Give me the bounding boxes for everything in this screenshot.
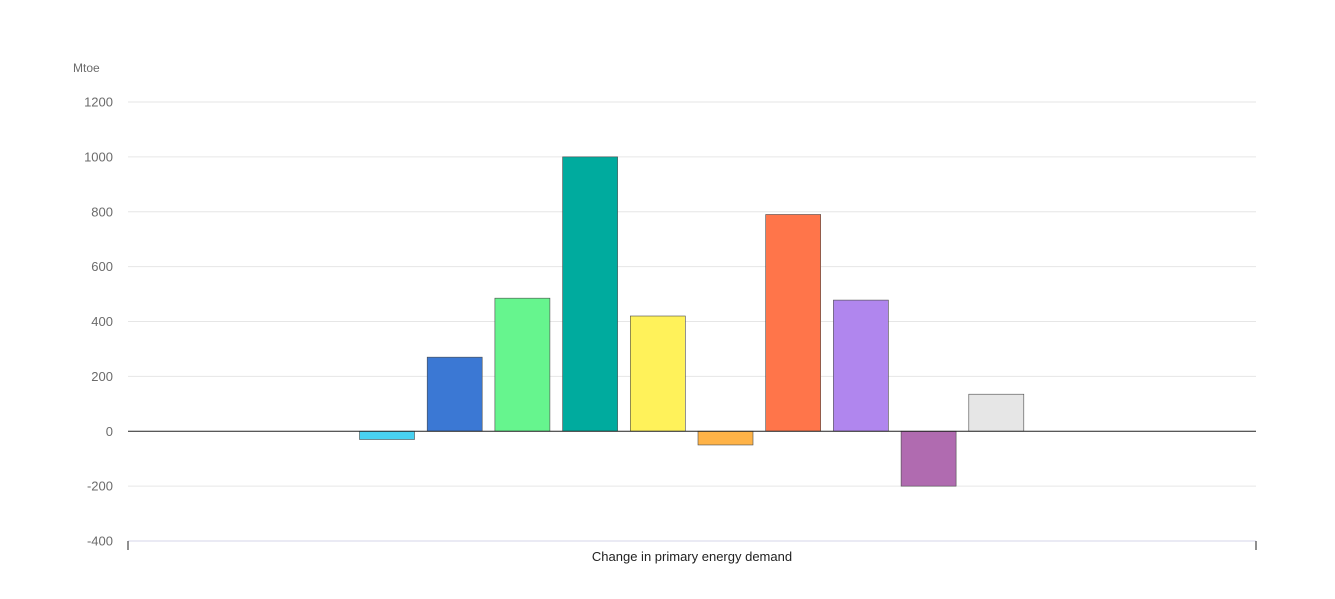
- bar: [697, 430, 754, 446]
- y-tick-label: 200: [91, 369, 113, 384]
- x-axis-label: Change in primary energy demand: [592, 549, 792, 564]
- y-tick-label: 400: [91, 314, 113, 329]
- bar: [562, 156, 618, 432]
- bar: [900, 430, 957, 487]
- bar: [968, 393, 1025, 432]
- bar: [765, 214, 822, 432]
- y-tick-label: 600: [91, 259, 113, 274]
- y-tick-label: -400: [87, 534, 113, 549]
- y-tick-label: 800: [91, 204, 113, 219]
- y-tick-label: 1200: [84, 95, 113, 110]
- y-tick-label: 0: [106, 424, 113, 439]
- bar: [833, 299, 889, 432]
- bar: [494, 297, 551, 432]
- bar: [359, 430, 415, 440]
- gridlines: [128, 101, 1256, 487]
- y-tick-label: -200: [87, 479, 113, 494]
- y-axis-unit-label: Mtoe: [73, 61, 100, 75]
- y-axis-ticks: 1200 1000 800 600 400 200 0 -200 -400: [84, 95, 113, 549]
- bar: [629, 315, 686, 432]
- y-tick-label: 1000: [84, 149, 113, 164]
- bars: [359, 156, 1025, 487]
- bar: [426, 356, 483, 432]
